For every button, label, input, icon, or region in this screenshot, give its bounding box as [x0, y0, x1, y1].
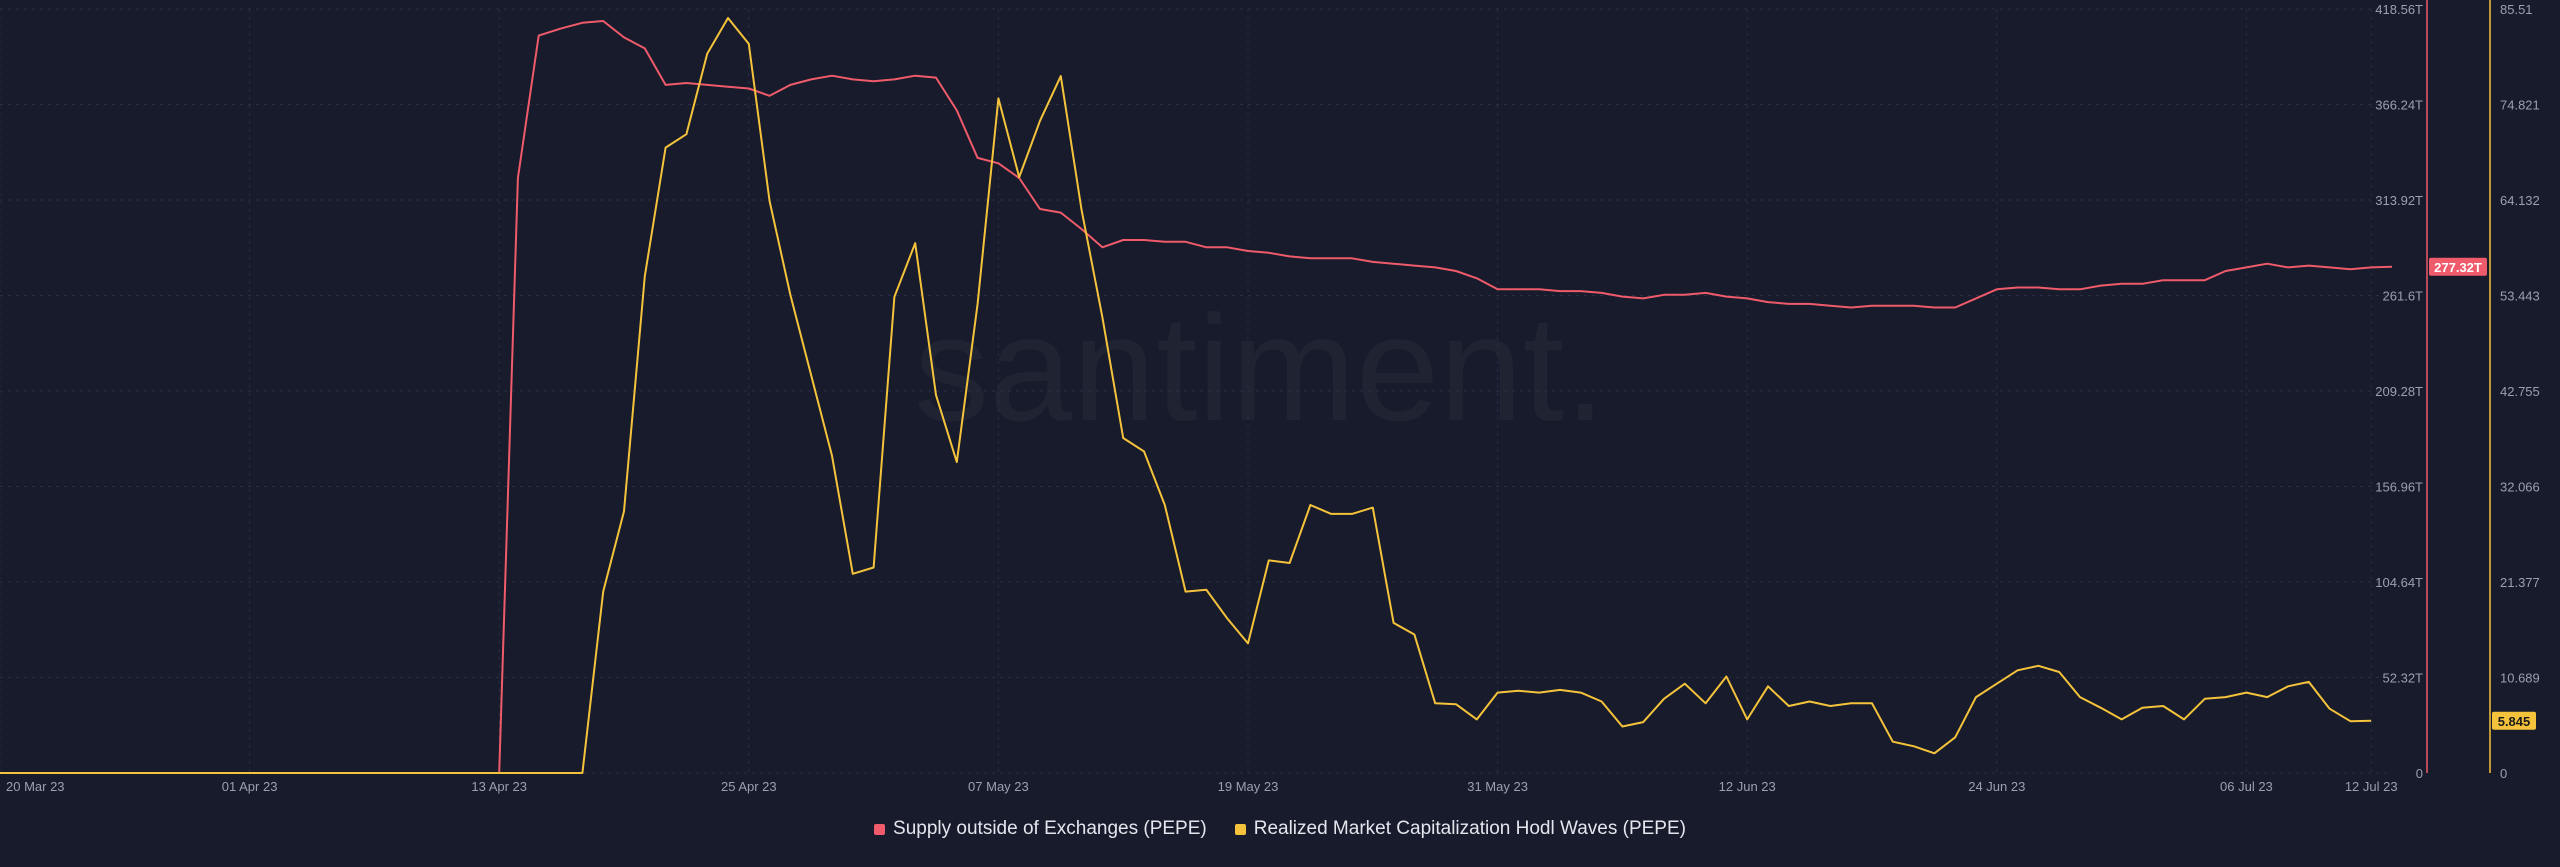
- y-tick-label-left: 52.32T: [2383, 671, 2424, 686]
- x-tick-label: 12 Jul 23: [2345, 779, 2398, 794]
- y-tick-label-left: 261.6T: [2383, 289, 2424, 304]
- series-line-hodl: [0, 17, 2372, 774]
- series-lines: [0, 17, 2393, 774]
- y-tick-label-left: 209.28T: [2375, 384, 2423, 399]
- x-tick-label: 12 Jun 23: [1719, 779, 1776, 794]
- y-tick-label-right: 21.377: [2500, 575, 2540, 590]
- x-tick-label: 01 Apr 23: [222, 779, 278, 794]
- series-line-supply: [0, 20, 2393, 774]
- y-tick-label-right: 0: [2500, 766, 2507, 781]
- x-tick-label: 19 May 23: [1218, 779, 1279, 794]
- watermark: santiment.: [914, 284, 1606, 452]
- last-value-badge-hodl: [2492, 711, 2536, 730]
- y-tick-label-right: 74.821: [2500, 98, 2540, 113]
- legend: Supply outside of Exchanges (PEPE) Reali…: [0, 818, 2560, 840]
- y-tick-label-left: 418.56T: [2375, 2, 2423, 17]
- y-tick-label-right: 53.443: [2500, 289, 2540, 304]
- y-tick-label-left: 313.92T: [2375, 193, 2423, 208]
- legend-label-supply: Supply outside of Exchanges (PEPE): [893, 818, 1207, 839]
- legend-item-hodl[interactable]: Realized Market Capitalization Hodl Wave…: [1234, 818, 1686, 840]
- legend-item-supply[interactable]: Supply outside of Exchanges (PEPE): [874, 818, 1207, 840]
- grid: [0, 8, 2392, 774]
- last-value-label-hodl: 5.845: [2498, 714, 2531, 729]
- x-tick-label: 07 May 23: [968, 779, 1029, 794]
- y-tick-label-right: 64.132: [2500, 193, 2540, 208]
- last-value-label-supply: 277.32T: [2434, 260, 2482, 275]
- legend-swatch-supply: [874, 823, 886, 835]
- x-tick-label: 13 Apr 23: [471, 779, 527, 794]
- y-tick-label-left: 156.96T: [2375, 480, 2423, 495]
- last-value-badge-supply: [2429, 257, 2487, 276]
- x-tick-label: 06 Jul 23: [2220, 779, 2273, 794]
- y-tick-label-left: 0: [2416, 766, 2423, 781]
- axes: 20 Mar 23 01 Apr 23 13 Apr 23 25 Apr 23 07 M…: [6, 0, 2540, 794]
- legend-swatch-hodl: [1234, 823, 1246, 835]
- y-tick-label-left: 366.24T: [2375, 98, 2423, 113]
- y-tick-label-right: 42.755: [2500, 384, 2540, 399]
- y-tick-label-right: 32.066: [2500, 480, 2540, 495]
- x-tick-label: 20 Mar 23: [6, 779, 65, 794]
- legend-label-hodl: Realized Market Capitalization Hodl Wave…: [1253, 818, 1686, 839]
- y-tick-label-right: 85.51: [2500, 2, 2533, 17]
- y-tick-label-left: 104.64T: [2375, 575, 2423, 590]
- x-tick-label: 25 Apr 23: [721, 779, 777, 794]
- y-tick-label-right: 10.689: [2500, 671, 2540, 686]
- x-tick-label: 24 Jun 23: [1968, 779, 2025, 794]
- x-tick-label: 31 May 23: [1467, 779, 1528, 794]
